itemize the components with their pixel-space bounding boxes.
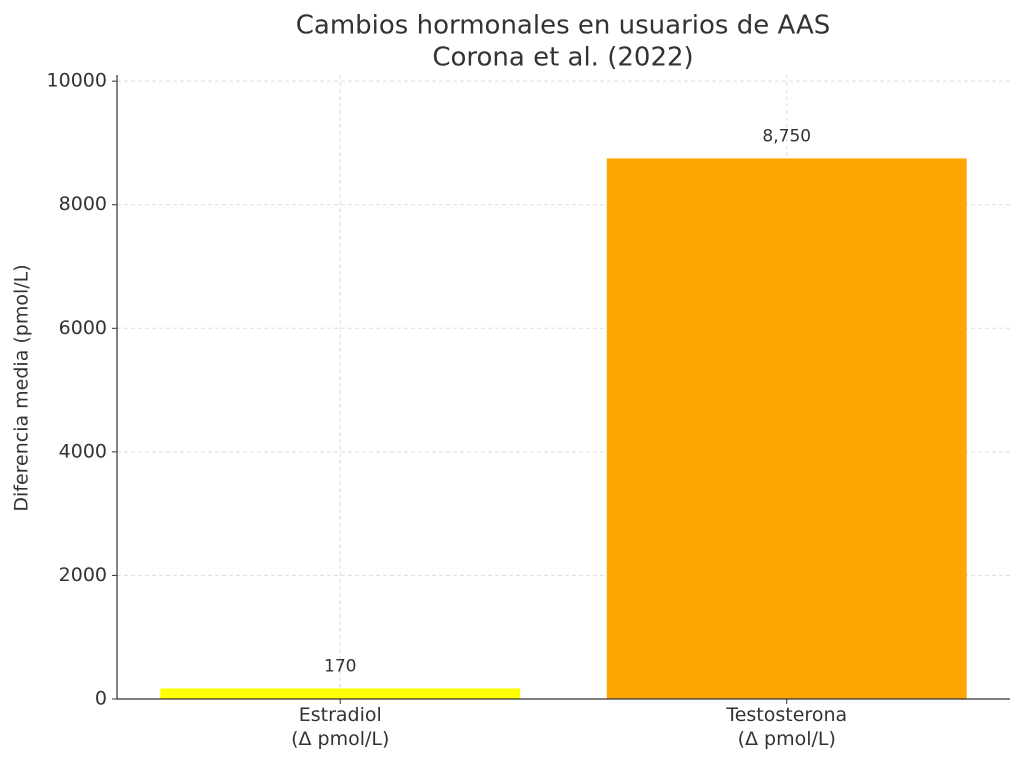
y-tick-label: 10000 xyxy=(47,70,107,92)
bar xyxy=(606,158,967,699)
y-tick-label: 8000 xyxy=(59,193,107,215)
chart-subtitle: Corona et al. (2022) xyxy=(432,43,693,73)
value-label: 8,750 xyxy=(762,126,811,146)
value-label: 170 xyxy=(324,656,356,676)
y-axis-label: Diferencia media (pmol/L) xyxy=(11,264,33,511)
y-tick-label: 4000 xyxy=(59,440,107,462)
y-tick-label: 6000 xyxy=(59,317,107,339)
chart-title: Cambios hormonales en usuarios de AAS xyxy=(296,11,831,41)
x-tick-label: Testosterona (Δ pmol/L) xyxy=(726,704,848,750)
x-tick-label: Estradiol (Δ pmol/L) xyxy=(291,704,390,750)
bar xyxy=(160,688,521,699)
y-tick-label: 2000 xyxy=(59,564,107,586)
y-tick-label: 0 xyxy=(95,688,107,710)
